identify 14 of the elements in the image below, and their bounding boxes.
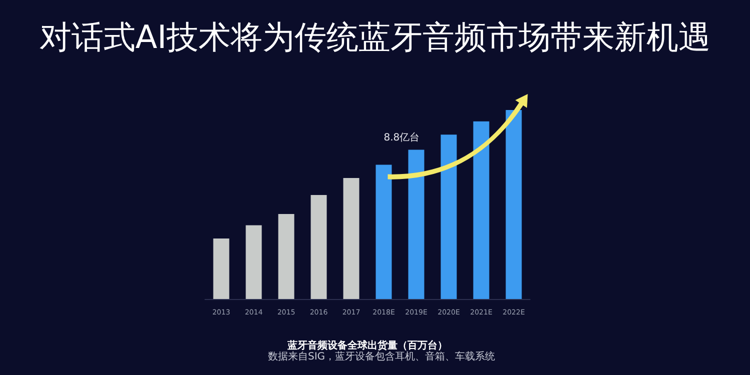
bar [246,225,262,299]
bar [506,110,522,299]
bar [376,164,392,299]
chart-title: 对话式AI技术将为传统蓝牙音频市场带来新机遇 [39,18,711,56]
bar [310,195,327,299]
annotation: 8.8亿台 [384,131,420,144]
x-axis-title: 蓝牙音频设备全球出货量（百万台） [286,340,448,352]
bar [408,150,424,299]
text: 数据来自SIG，蓝牙设备包含耳机、音箱、车载系统 [268,350,496,362]
bar [440,134,457,299]
bar [343,178,360,299]
bar [473,121,490,299]
bar [278,214,294,299]
bar [213,238,230,299]
